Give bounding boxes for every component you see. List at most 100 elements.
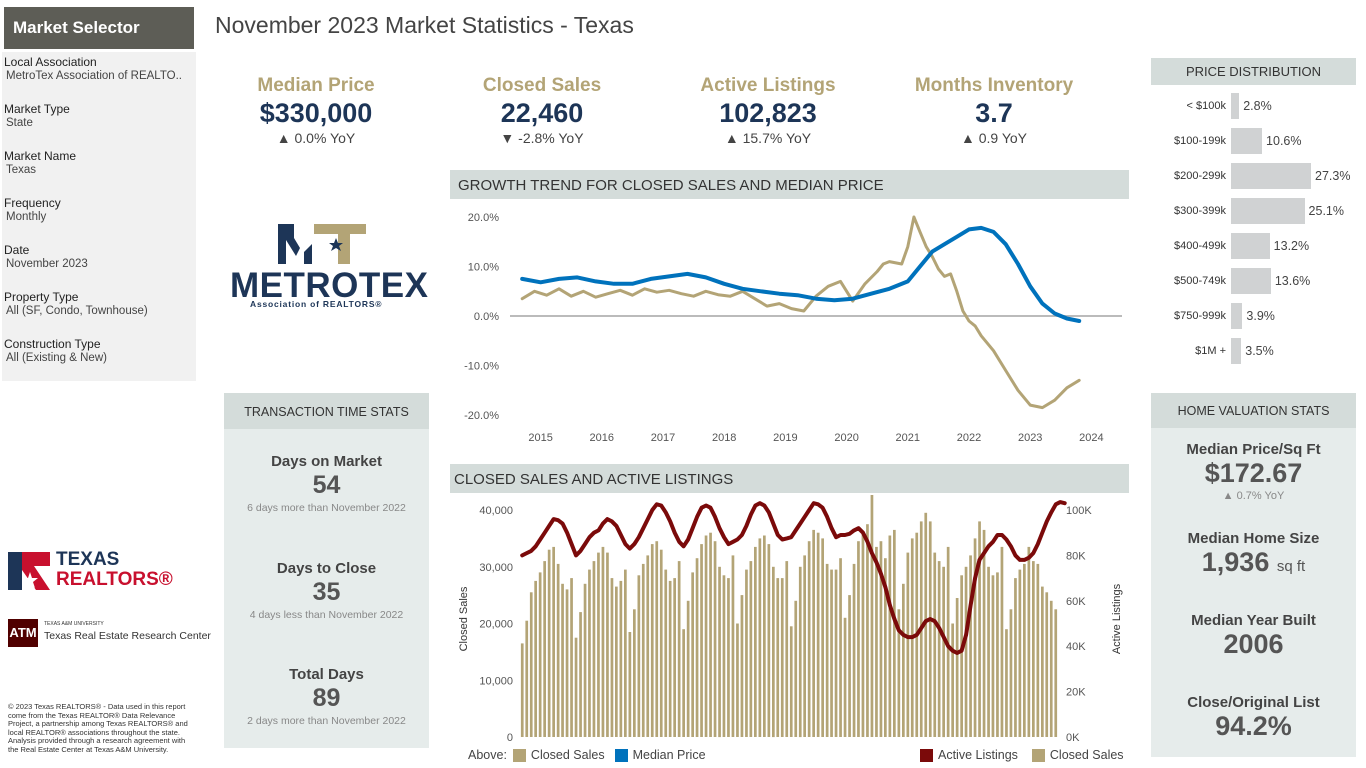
closed-sales-bar xyxy=(727,578,730,737)
closed-sales-bar xyxy=(951,623,954,737)
filter-date[interactable]: Date November 2023 xyxy=(4,243,194,270)
closed-sales-bar xyxy=(794,600,798,737)
price-range-label: $300-399k xyxy=(1174,205,1226,217)
tx-value: 35 xyxy=(312,578,341,606)
hv-value: 1,936 xyxy=(1201,547,1270,577)
growth-legend: Above: Closed Sales Median Price xyxy=(468,748,706,762)
closed-sales-bar xyxy=(1054,609,1058,737)
y-tick-label: 30,000 xyxy=(479,562,513,574)
closed-sales-bar xyxy=(888,535,892,737)
price-distribution-row: $200-299k 27.3% xyxy=(1151,163,1356,189)
closed-sales-bar xyxy=(875,546,878,737)
x-tick-label: 2022 xyxy=(957,432,981,444)
closed-sales-bar xyxy=(745,569,748,737)
filter-value[interactable]: MetroTex Association of REALTO.. xyxy=(6,70,182,82)
closed-sales-bar xyxy=(749,561,753,737)
growth-chart-header: GROWTH TREND FOR CLOSED SALES AND MEDIAN… xyxy=(450,170,1129,199)
closed-sales-bar xyxy=(534,580,537,737)
closed-sales-bar xyxy=(543,561,546,737)
tx-title: Days to Close xyxy=(276,560,377,577)
filter-market-type[interactable]: Market Type State xyxy=(4,102,194,129)
closed-sales-bar xyxy=(767,544,771,737)
closed-sales-bar xyxy=(1049,600,1053,737)
closed-sales-bar xyxy=(969,555,972,737)
filter-market-name[interactable]: Market Name Texas xyxy=(4,149,194,176)
copyright-text: © 2023 Texas REALTORS® - Data used in th… xyxy=(8,702,188,754)
price-range-pct: 2.8% xyxy=(1243,99,1272,113)
kpi-title: Median Price xyxy=(257,75,375,96)
closed-sales-bar xyxy=(691,572,694,737)
filter-value[interactable]: All (Existing & New) xyxy=(6,352,107,364)
filter-value[interactable]: Texas xyxy=(6,164,37,176)
closed-sales-bar xyxy=(704,535,708,737)
price-range-bar xyxy=(1231,303,1243,329)
tx-days-on-market: Days on Market 54 6 days more than Novem… xyxy=(224,453,429,514)
closed-sales-bar xyxy=(610,578,614,737)
y-axis-label: Closed Sales xyxy=(458,586,470,651)
x-tick-label: 2019 xyxy=(773,432,797,444)
filter-value[interactable]: State xyxy=(6,117,33,129)
closed-sales-bar xyxy=(588,569,591,737)
closed-sales-bar xyxy=(606,552,609,737)
closed-sales-bar xyxy=(592,561,596,737)
closed-sales-bar xyxy=(812,529,815,737)
price-range-bar xyxy=(1231,128,1263,154)
kpi-months-inventory: Months Inventory 3.7 ▲ 0.9 YoY xyxy=(894,75,1094,146)
closed-sales-bar xyxy=(736,623,739,737)
hv-year-built: Median Year Built 2006 xyxy=(1151,612,1356,659)
filter-property-type[interactable]: Property Type All (SF, Condo, Townhouse) xyxy=(4,290,194,317)
closed-sales-bar xyxy=(857,541,860,737)
kpi-change: ▲ 15.7% YoY xyxy=(724,130,812,146)
hv-value: $172.67 xyxy=(1204,458,1303,488)
kpi-title: Active Listings xyxy=(700,75,836,96)
kpi-median-price: Median Price $330,000 ▲ 0.0% YoY xyxy=(216,75,416,146)
filter-value[interactable]: November 2023 xyxy=(6,258,88,270)
closed-sales-bar xyxy=(615,586,618,737)
y2-tick-label: 80K xyxy=(1066,550,1086,562)
price-range-bar xyxy=(1231,338,1242,364)
texas-realtors-line1: TEXAS xyxy=(56,549,120,570)
price-range-label: $500-749k xyxy=(1174,275,1226,287)
filter-value[interactable]: Monthly xyxy=(6,211,47,223)
closed-sales-bar xyxy=(780,578,784,737)
price-distribution-row: $100-199k 10.6% xyxy=(1151,128,1356,154)
legend-title: Above: xyxy=(468,748,507,762)
closed-sales-bar xyxy=(978,521,981,737)
closed-sales-bar xyxy=(1036,563,1040,737)
closed-sales-bar xyxy=(763,535,766,737)
closed-sales-bar xyxy=(1032,561,1035,737)
closed-sales-bar xyxy=(785,561,789,737)
hv-title: Median Home Size xyxy=(1187,530,1320,547)
closed-sales-bar xyxy=(583,583,587,737)
filter-frequency[interactable]: Frequency Monthly xyxy=(4,196,194,223)
y2-tick-label: 100K xyxy=(1066,505,1092,517)
closed-sales-bar xyxy=(655,541,659,737)
price-range-label: $750-999k xyxy=(1174,310,1226,322)
filter-label: Frequency xyxy=(4,196,61,210)
filter-local-association[interactable]: Local Association MetroTex Association o… xyxy=(4,55,194,82)
closed-sales-bar xyxy=(641,563,645,737)
closed-sales-bar xyxy=(848,595,851,737)
closed-sales-bar xyxy=(547,549,551,737)
filter-label: Market Type xyxy=(4,102,70,116)
filter-construction-type[interactable]: Construction Type All (Existing & New) xyxy=(4,337,194,364)
closed-sales-bar xyxy=(758,538,762,737)
closed-sales-legend: Active Listings Closed Sales xyxy=(914,748,1124,762)
y2-tick-label: 0K xyxy=(1066,732,1080,744)
closed-sales-bar xyxy=(525,620,529,737)
hv-change: ▲ 0.7% YoY xyxy=(1222,490,1285,502)
closed-sales-bar xyxy=(754,546,757,737)
kpi-change: ▲ 0.0% YoY xyxy=(276,130,356,146)
filter-label: Market Name xyxy=(4,149,77,163)
price-range-bar xyxy=(1231,233,1270,259)
closed-sales-bar xyxy=(529,592,533,737)
y-tick-label: -20.0% xyxy=(464,410,499,422)
closed-sales-bar xyxy=(906,552,910,737)
closed-sales-bar xyxy=(807,541,811,737)
price-range-bar xyxy=(1231,93,1240,119)
price-range-pct: 3.9% xyxy=(1246,309,1275,323)
metrotex-logo: METROTEX Association of REALTORS® xyxy=(228,222,428,312)
filter-value[interactable]: All (SF, Condo, Townhouse) xyxy=(6,305,148,317)
closed-sales-bar xyxy=(1018,569,1022,737)
closed-sales-bar xyxy=(740,595,744,737)
